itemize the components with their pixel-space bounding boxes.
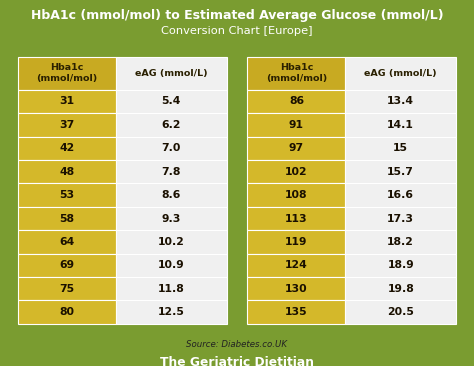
Text: Hba1c
(mmol/mol): Hba1c (mmol/mol) <box>266 63 327 83</box>
Text: 17.3: 17.3 <box>387 213 414 224</box>
Text: 18.2: 18.2 <box>387 237 414 247</box>
Bar <box>18 300 116 324</box>
Text: 15.7: 15.7 <box>387 167 414 177</box>
Text: 108: 108 <box>285 190 308 200</box>
Bar <box>247 57 346 90</box>
Bar <box>247 300 346 324</box>
Bar <box>346 207 456 230</box>
Text: 12.5: 12.5 <box>158 307 185 317</box>
Bar <box>247 254 346 277</box>
Text: Hba1c
(mmol/mol): Hba1c (mmol/mol) <box>36 63 98 83</box>
Text: Conversion Chart [Europe]: Conversion Chart [Europe] <box>161 26 313 36</box>
Text: HbA1c (mmol/mol) to Estimated Average Glucose (mmol/L): HbA1c (mmol/mol) to Estimated Average Gl… <box>31 9 443 22</box>
Text: 18.9: 18.9 <box>387 260 414 270</box>
Text: 37: 37 <box>59 120 74 130</box>
Bar <box>18 113 116 137</box>
Text: 16.6: 16.6 <box>387 190 414 200</box>
Bar <box>346 57 456 90</box>
Bar <box>116 254 227 277</box>
Bar <box>18 137 116 160</box>
Bar <box>116 183 227 207</box>
Bar <box>116 277 227 300</box>
Text: 10.9: 10.9 <box>158 260 185 270</box>
Bar <box>346 183 456 207</box>
Text: 64: 64 <box>59 237 74 247</box>
Text: 9.3: 9.3 <box>162 213 181 224</box>
Text: 58: 58 <box>60 213 74 224</box>
Text: 19.8: 19.8 <box>387 284 414 294</box>
Text: 113: 113 <box>285 213 308 224</box>
Text: 5.4: 5.4 <box>162 96 181 107</box>
Text: 69: 69 <box>59 260 74 270</box>
Text: eAG (mmol/L): eAG (mmol/L) <box>135 69 208 78</box>
Bar <box>116 90 227 113</box>
Text: 6.2: 6.2 <box>162 120 181 130</box>
Text: 13.4: 13.4 <box>387 96 414 107</box>
Text: 42: 42 <box>59 143 74 153</box>
Bar <box>116 207 227 230</box>
Text: 10.2: 10.2 <box>158 237 185 247</box>
Text: 102: 102 <box>285 167 308 177</box>
Bar <box>18 183 116 207</box>
Bar <box>116 113 227 137</box>
Text: 48: 48 <box>59 167 74 177</box>
Bar <box>116 137 227 160</box>
Bar <box>346 137 456 160</box>
Text: Source: Diabetes.co.UK: Source: Diabetes.co.UK <box>186 340 288 349</box>
Bar <box>116 300 227 324</box>
Bar <box>18 207 116 230</box>
Bar <box>18 90 116 113</box>
Bar <box>346 113 456 137</box>
Bar <box>247 183 346 207</box>
Bar <box>247 160 346 183</box>
Bar <box>18 230 116 254</box>
Text: 14.1: 14.1 <box>387 120 414 130</box>
Bar <box>247 113 346 137</box>
Bar <box>247 230 346 254</box>
Bar <box>247 137 346 160</box>
Text: 91: 91 <box>289 120 304 130</box>
Text: 8.6: 8.6 <box>162 190 181 200</box>
Bar <box>346 254 456 277</box>
Text: 53: 53 <box>59 190 74 200</box>
Bar <box>18 277 116 300</box>
Text: 86: 86 <box>289 96 304 107</box>
Text: 75: 75 <box>59 284 74 294</box>
Text: 15: 15 <box>393 143 408 153</box>
Text: 119: 119 <box>285 237 308 247</box>
Bar <box>116 230 227 254</box>
Bar <box>346 160 456 183</box>
Bar <box>116 57 227 90</box>
Text: 7.8: 7.8 <box>162 167 181 177</box>
Text: 80: 80 <box>60 307 74 317</box>
Text: 31: 31 <box>59 96 74 107</box>
Bar <box>346 277 456 300</box>
Bar <box>346 300 456 324</box>
Text: eAG (mmol/L): eAG (mmol/L) <box>365 69 437 78</box>
Bar <box>18 254 116 277</box>
Text: 135: 135 <box>285 307 308 317</box>
Bar <box>18 57 116 90</box>
Bar <box>346 90 456 113</box>
Text: 7.0: 7.0 <box>162 143 181 153</box>
Text: 130: 130 <box>285 284 308 294</box>
Text: 97: 97 <box>289 143 304 153</box>
Text: The Geriatric Dietitian: The Geriatric Dietitian <box>160 356 314 366</box>
Bar <box>247 90 346 113</box>
Text: 124: 124 <box>285 260 308 270</box>
Text: 20.5: 20.5 <box>387 307 414 317</box>
Bar <box>247 277 346 300</box>
Bar <box>18 160 116 183</box>
Bar <box>247 207 346 230</box>
Text: 11.8: 11.8 <box>158 284 185 294</box>
Bar <box>116 160 227 183</box>
Bar <box>346 230 456 254</box>
